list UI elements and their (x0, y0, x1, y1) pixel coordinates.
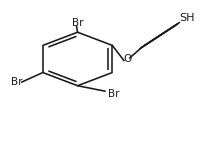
Text: O: O (123, 54, 131, 64)
Text: SH: SH (180, 13, 195, 22)
Text: Br: Br (108, 89, 120, 99)
Text: Br: Br (11, 77, 23, 87)
Text: Br: Br (72, 18, 83, 28)
